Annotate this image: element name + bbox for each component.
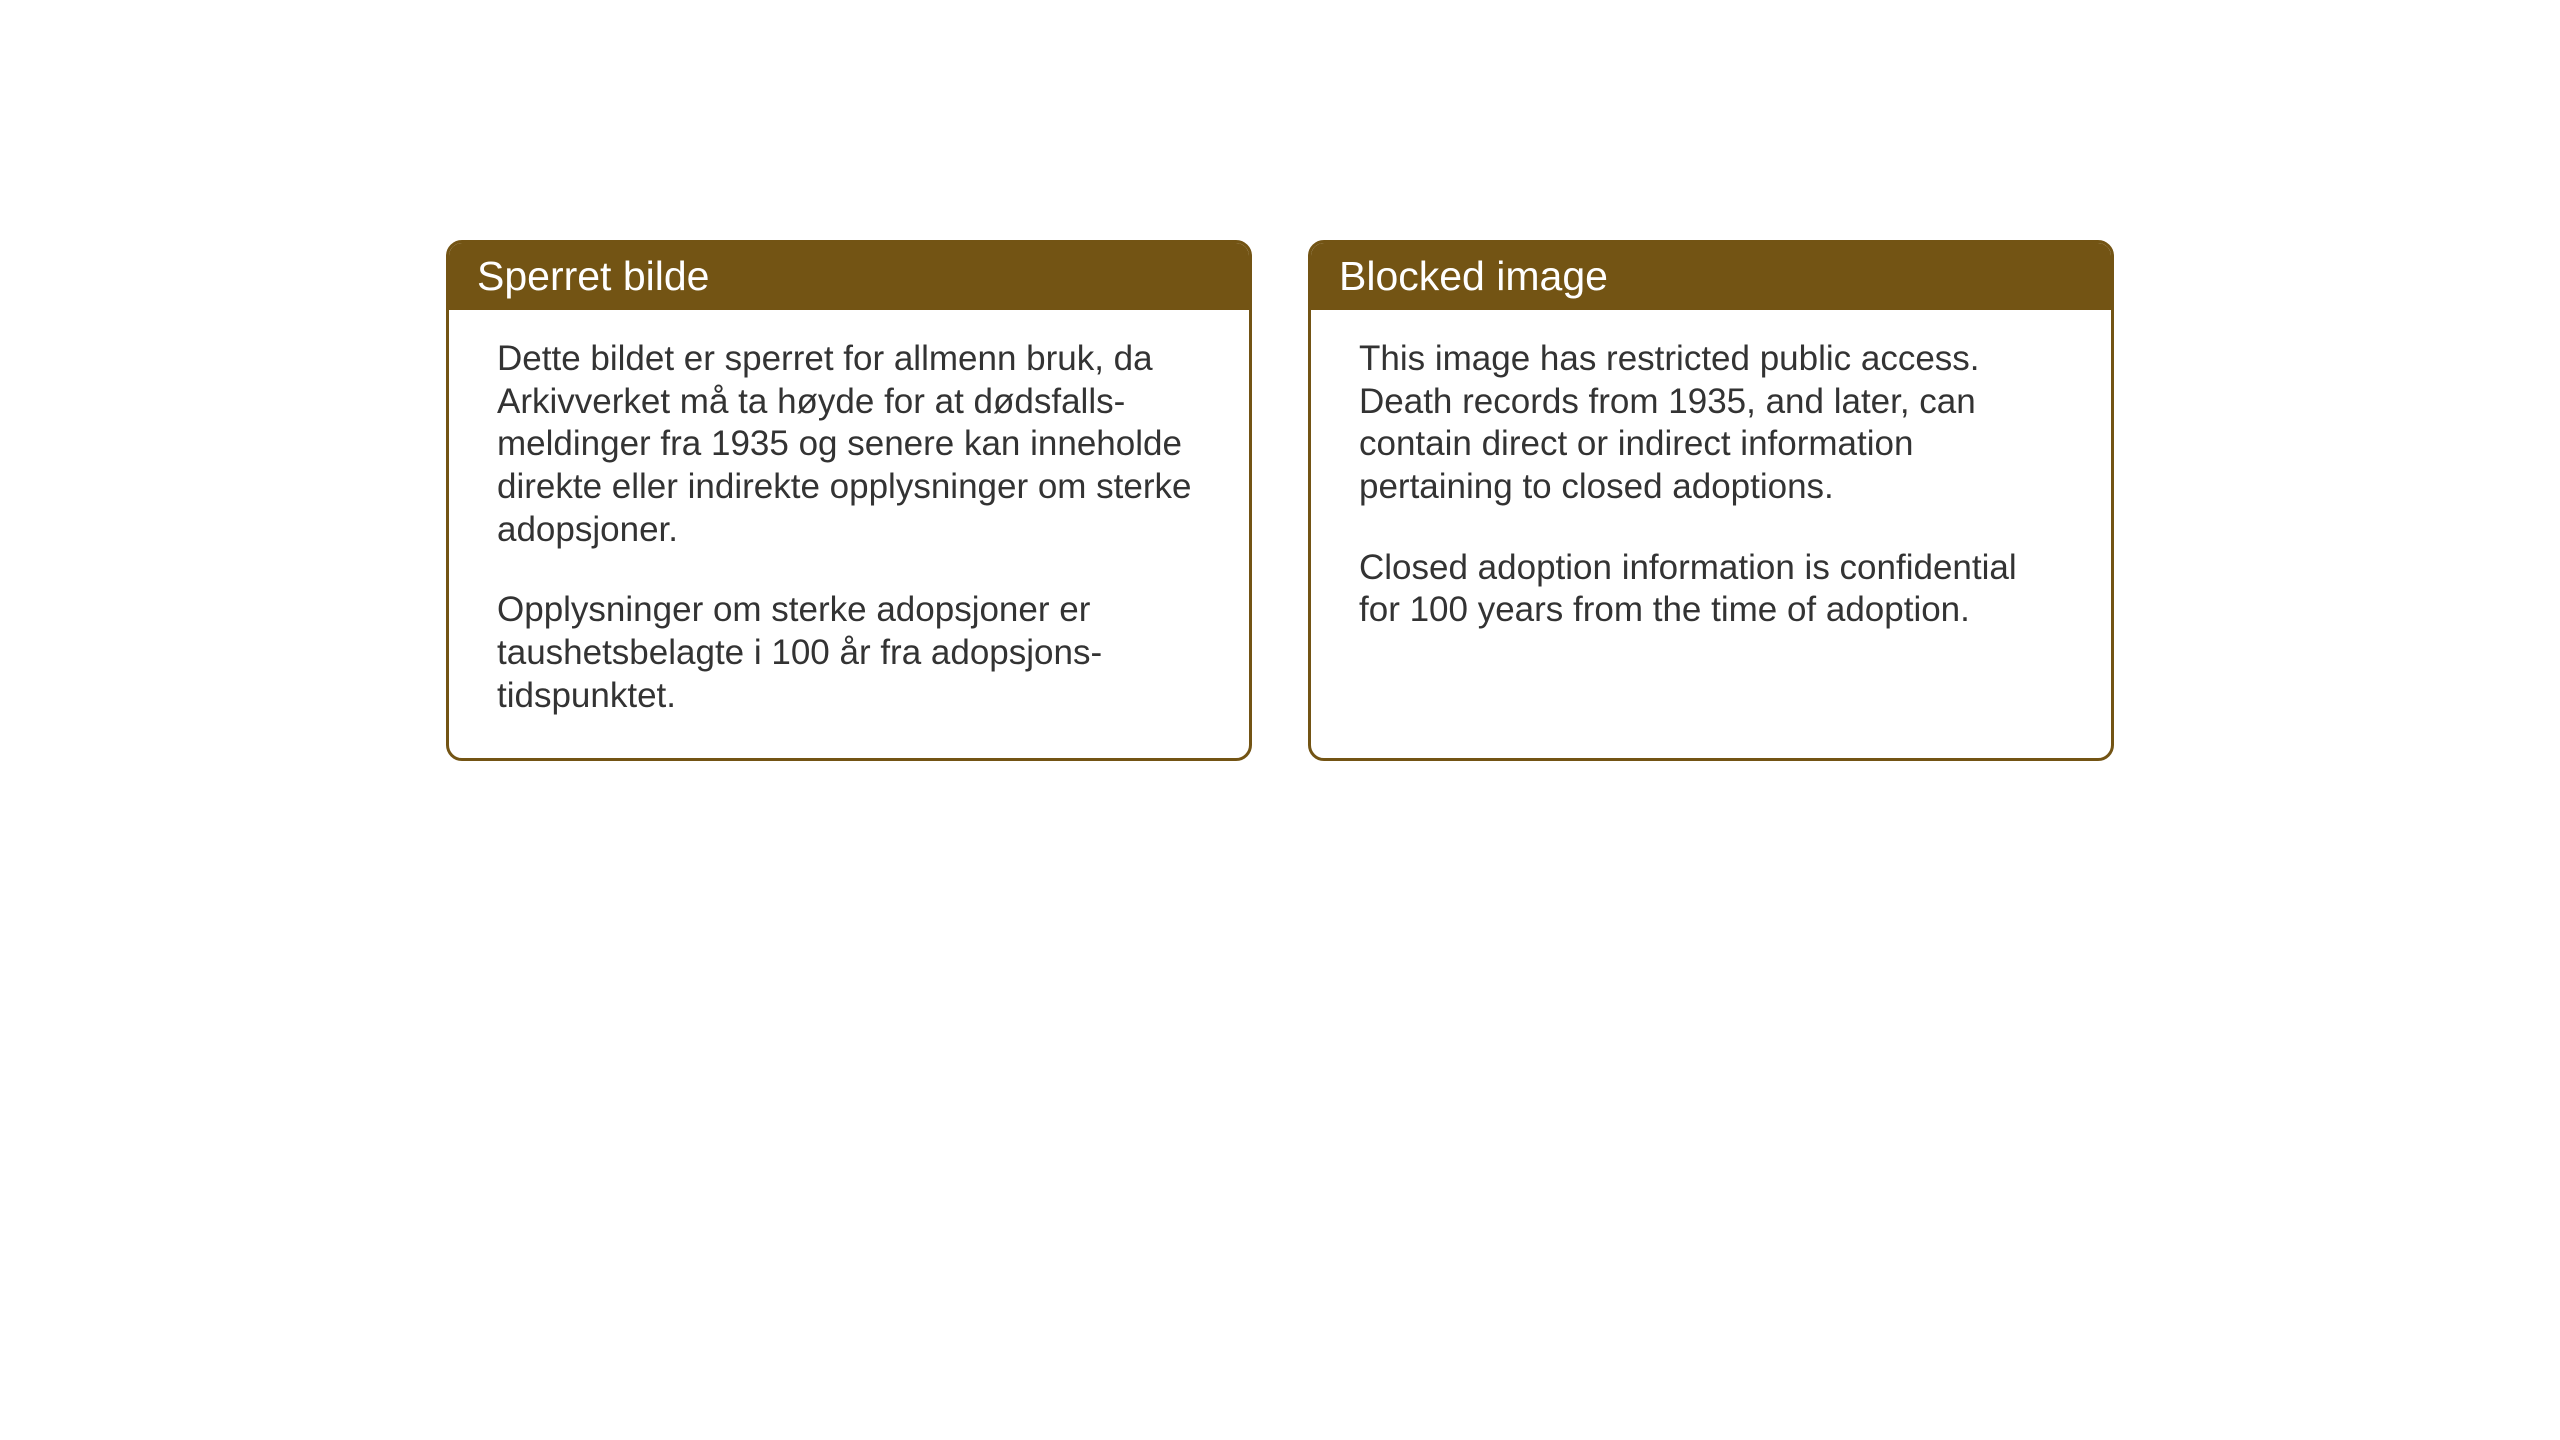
norwegian-card-body: Dette bildet er sperret for allmenn bruk… [449, 310, 1249, 758]
english-card-body: This image has restricted public access.… [1311, 310, 2111, 672]
norwegian-paragraph-1: Dette bildet er sperret for allmenn bruk… [497, 338, 1201, 551]
norwegian-card-title: Sperret bilde [449, 243, 1249, 310]
norwegian-paragraph-2: Opplysninger om sterke adopsjoner er tau… [497, 589, 1201, 717]
notice-container: Sperret bilde Dette bildet er sperret fo… [446, 240, 2114, 761]
english-paragraph-1: This image has restricted public access.… [1359, 338, 2063, 509]
english-paragraph-2: Closed adoption information is confident… [1359, 547, 2063, 632]
english-card-title: Blocked image [1311, 243, 2111, 310]
english-notice-card: Blocked image This image has restricted … [1308, 240, 2114, 761]
norwegian-notice-card: Sperret bilde Dette bildet er sperret fo… [446, 240, 1252, 761]
